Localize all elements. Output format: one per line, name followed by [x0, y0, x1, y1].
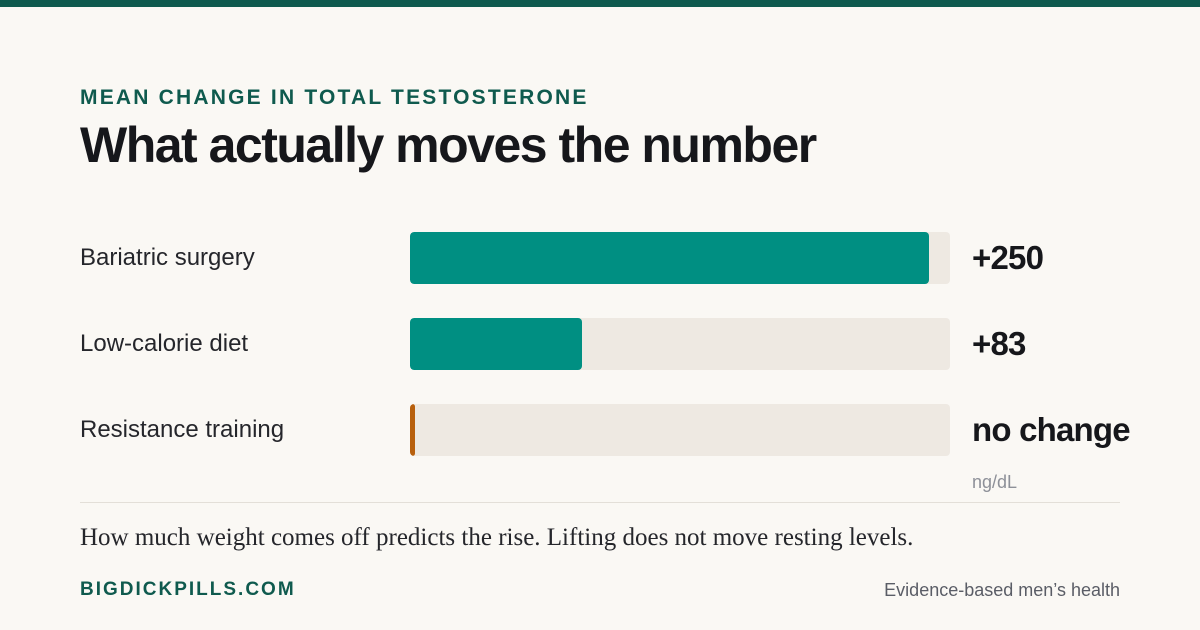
chart-eyebrow: MEAN CHANGE IN TOTAL TESTOSTERONE: [80, 86, 589, 109]
top-accent-rule: [0, 0, 1200, 7]
bar: [410, 232, 929, 284]
brand-link[interactable]: BIGDICKPILLS.COM: [80, 579, 296, 600]
chart-caption: How much weight comes off predicts the r…: [80, 524, 914, 551]
tagline: Evidence-based men’s health: [884, 580, 1120, 600]
divider: [80, 502, 1120, 503]
data-label: no change: [972, 411, 1131, 448]
category-label: Resistance training: [80, 416, 285, 443]
bar: [410, 404, 415, 456]
data-label: +250: [972, 239, 1044, 276]
category-label: Low-calorie diet: [80, 330, 249, 357]
data-label: +83: [972, 325, 1026, 362]
unit-label: ng/dL: [972, 472, 1018, 492]
bar: [410, 318, 582, 370]
bar-track: [410, 318, 950, 370]
chart-title: What actually moves the number: [80, 117, 817, 173]
category-label: Bariatric surgery: [80, 244, 255, 271]
bar-track: [410, 404, 950, 456]
bar-track: [410, 232, 950, 284]
